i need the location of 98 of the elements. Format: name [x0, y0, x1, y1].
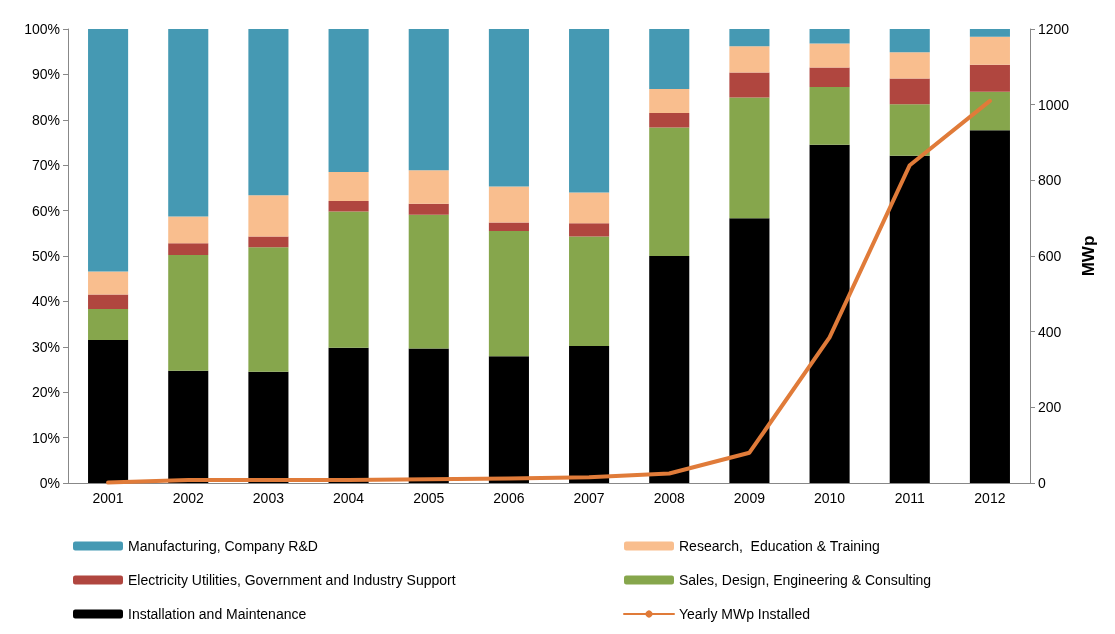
- bar: [328, 172, 369, 202]
- bar: [408, 214, 449, 349]
- bar: [408, 170, 449, 204]
- bar: [569, 29, 610, 193]
- bar: [729, 218, 770, 483]
- bar: [889, 52, 930, 79]
- bar: [168, 216, 209, 244]
- bar: [649, 112, 690, 128]
- x-tick-label: 2012: [974, 490, 1006, 506]
- bar: [488, 29, 529, 187]
- bar: [248, 236, 289, 248]
- bar: [569, 236, 610, 346]
- bar: [649, 29, 690, 89]
- bar: [729, 97, 770, 219]
- bar: [328, 201, 369, 212]
- y-tick-label: 100%: [24, 21, 60, 37]
- y-tick-label: 10%: [31, 429, 60, 446]
- y2-tick-label: 0: [1038, 475, 1046, 491]
- y-tick-label: 60%: [31, 202, 60, 219]
- bar: [969, 130, 1010, 483]
- y-tick-label: 0%: [39, 475, 60, 491]
- x-tick-label: 2008: [653, 490, 686, 506]
- legend-label: Research, Education & Training: [679, 538, 880, 554]
- bar: [969, 91, 1010, 131]
- bar: [168, 255, 209, 371]
- bar: [569, 345, 610, 483]
- bar: [809, 67, 850, 88]
- x-tick-label: 2001: [92, 490, 124, 506]
- bar: [889, 29, 930, 53]
- bar: [328, 29, 369, 173]
- x-tick-label: 2010: [814, 490, 846, 506]
- x-tick-label: 2011: [894, 490, 926, 506]
- y-tick-label: 20%: [31, 384, 60, 401]
- bar: [488, 356, 529, 483]
- x-tick-label: 2002: [172, 490, 205, 506]
- x-tick-label: 2004: [333, 490, 365, 506]
- bar: [248, 247, 289, 372]
- x-tick-label: 2007: [573, 490, 605, 506]
- x-tick-label: 2009: [733, 490, 766, 506]
- y2-tick-label: 200: [1038, 399, 1062, 416]
- bar: [889, 104, 930, 156]
- bar: [88, 294, 129, 310]
- bar: [88, 339, 129, 483]
- bar: [408, 348, 449, 483]
- y2-tick-label: 1000: [1038, 96, 1070, 113]
- x-tick-label: 2006: [493, 490, 525, 506]
- bar: [969, 36, 1010, 65]
- bar: [649, 88, 690, 113]
- bar: [488, 186, 529, 223]
- bar: [248, 29, 289, 196]
- bar: [809, 43, 850, 68]
- bar: [328, 347, 369, 483]
- x-tick-label: 2003: [252, 490, 285, 506]
- bar: [408, 203, 449, 215]
- bar: [328, 211, 369, 348]
- y2-tick-label: 800: [1038, 172, 1062, 189]
- bar: [248, 195, 289, 237]
- bar: [889, 155, 930, 483]
- bar: [569, 223, 610, 237]
- bar: [649, 256, 690, 483]
- bar: [88, 309, 129, 340]
- bar: [569, 192, 610, 224]
- bar: [809, 144, 850, 483]
- bar: [969, 64, 1010, 92]
- legend-label: Electricity Utilities, Government and Industry Support: [128, 572, 456, 588]
- legend-label: Yearly MWp Installed: [679, 606, 810, 622]
- y-tick-label: 30%: [31, 338, 60, 355]
- bar: [248, 371, 289, 483]
- bar: [729, 46, 770, 73]
- x-tick-label: 2005: [413, 490, 445, 506]
- y-tick-label: 70%: [31, 157, 60, 174]
- bar: [729, 72, 770, 98]
- y2-axis-title: MWp: [1079, 235, 1099, 277]
- y2-tick-label: 1200: [1038, 21, 1070, 37]
- line-series: [106, 98, 992, 485]
- y-tick-label: 40%: [31, 293, 60, 310]
- y2-tick-label: 600: [1038, 248, 1062, 264]
- bar: [88, 29, 129, 272]
- bar: [809, 29, 850, 44]
- y-tick-label: 80%: [31, 111, 60, 128]
- bar: [649, 127, 690, 256]
- legend-label: Installation and Maintenance: [128, 606, 307, 622]
- bar: [168, 29, 209, 217]
- bar: [969, 29, 1010, 37]
- bar: [408, 29, 449, 171]
- legend-label: Manufacturing, Company R&D: [128, 538, 318, 554]
- bar: [168, 243, 209, 256]
- y2-tick-label: 400: [1038, 323, 1062, 340]
- legend-label: Sales, Design, Engineering & Consulting: [679, 572, 932, 588]
- y-tick-label: 90%: [31, 66, 60, 83]
- y-tick-label: 50%: [31, 248, 60, 264]
- bar: [729, 29, 770, 47]
- bar: [488, 222, 529, 232]
- bar: [889, 78, 930, 105]
- bar: [809, 87, 850, 145]
- bar: [488, 231, 529, 357]
- bar: [88, 271, 129, 295]
- bar: [168, 370, 209, 483]
